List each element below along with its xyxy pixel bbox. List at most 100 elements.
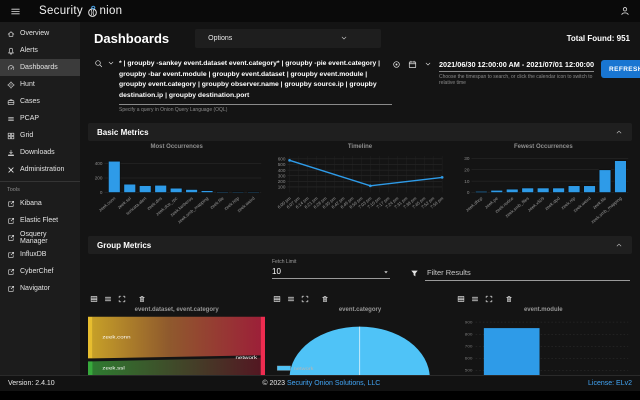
table-view-icon[interactable] (457, 295, 465, 303)
crosshair-icon (7, 80, 15, 89)
sidebar-item-label: Kibana (20, 200, 42, 207)
expand-icon[interactable] (118, 295, 126, 303)
trash-icon[interactable] (321, 295, 329, 303)
svg-text:200: 200 (278, 179, 286, 184)
brand-text-suffix: nion (99, 5, 123, 17)
tools-icon (7, 166, 15, 174)
sidebar-tool-elastic-fleet[interactable]: Elastic Fleet (0, 212, 80, 229)
collapse-basic-metrics-icon[interactable] (615, 128, 623, 136)
sidebar-item-grid[interactable]: Grid (0, 127, 80, 144)
svg-text:100: 100 (278, 185, 286, 190)
brand-logo: Security nion (39, 5, 122, 18)
sidebar-item-downloads[interactable]: Downloads (0, 144, 80, 161)
module-bar-chart: 900 800 700 600 500 (464, 320, 628, 375)
brand-text-prefix: Security (39, 5, 87, 17)
options-label: Options (208, 34, 233, 42)
main-content: Dashboards Options Total Found: 951 * | … (80, 22, 640, 375)
svg-text:zeek.dhcp: zeek.dhcp (465, 195, 484, 212)
svg-text:200: 200 (95, 176, 103, 181)
sidebar-item-label: Hunt (20, 81, 35, 88)
sidebar-item-overview[interactable]: Overview (0, 25, 80, 42)
chevron-down-icon (340, 34, 348, 42)
sidebar-item-administration[interactable]: Administration (0, 161, 80, 178)
sidebar-tools-header: Tools (7, 187, 20, 193)
basic-metrics-charts: Most Occurrences 0 200 400 zeek.conn zeek.ss… (88, 144, 632, 230)
filter-results-input[interactable] (425, 266, 630, 281)
svg-text:zeek.x509: zeek.x509 (526, 195, 545, 212)
sidebar-item-label: Osquery Manager (20, 230, 48, 245)
sidebar-tool-influxdb[interactable]: InfluxDB (0, 246, 80, 263)
date-helper-text: Choose the timespan to search, or click … (439, 74, 593, 87)
expand-icon[interactable] (301, 295, 309, 303)
date-range-input[interactable]: 2021/06/30 12:00:00 AM - 2021/07/01 12:0… (439, 60, 594, 72)
window-edge (0, 391, 640, 400)
sidebar-item-dashboards[interactable]: Dashboards (0, 59, 80, 76)
table-view-icon[interactable] (273, 295, 281, 303)
sidebar-tool-cyberchef[interactable]: CyberChef (0, 263, 80, 280)
card-toolbar (88, 293, 265, 305)
external-link-icon (7, 268, 15, 276)
sidebar-item-label: Grid (20, 132, 34, 139)
timeline-panel: Timeline 100 200 300 400 500 600 6:00 pm 6:07 p… (271, 144, 448, 230)
query-toggle-icon[interactable] (392, 60, 401, 69)
grid-icon (7, 132, 15, 140)
svg-text:800: 800 (464, 332, 473, 336)
total-found-label: Total Found: 951 (566, 33, 630, 43)
sidebar-item-label: Overview (20, 30, 50, 37)
calendar-icon[interactable] (408, 60, 417, 69)
svg-text:10: 10 (464, 179, 470, 184)
date-chevron-icon[interactable] (424, 60, 432, 68)
expand-icon[interactable] (485, 295, 493, 303)
query-helper-text: Specify a query in Onion Query Language … (119, 107, 228, 114)
svg-text:zeek.dpd: zeek.dpd (544, 195, 561, 211)
sidebar-item-alerts[interactable]: Alerts (0, 42, 80, 59)
card-toolbar (455, 293, 632, 305)
table-view-icon[interactable] (90, 295, 98, 303)
refresh-button[interactable]: REFRESH (601, 60, 640, 78)
query-history-chevron-icon[interactable] (107, 59, 115, 67)
options-dropdown[interactable]: Options (195, 28, 382, 48)
license-link[interactable]: License: ELv2 (588, 380, 632, 387)
svg-text:0: 0 (467, 190, 470, 195)
sidebar-item-label: InfluxDB (20, 251, 47, 258)
svg-text:zeek.conn: zeek.conn (98, 195, 117, 212)
group-controls-row: Fetch Limit 10 (272, 259, 630, 289)
fetch-limit-value: 10 (272, 267, 281, 276)
query-input[interactable]: * | groupby -sankey event.dataset event.… (119, 59, 392, 106)
download-icon (7, 149, 15, 157)
sidebar-tool-kibana[interactable]: Kibana (0, 195, 80, 212)
svg-text:0: 0 (100, 190, 103, 195)
sidebar-item-label: Alerts (20, 47, 38, 54)
svg-text:network: network (235, 356, 257, 361)
sidebar-item-cases[interactable]: Cases (0, 93, 80, 110)
sidebar-tool-navigator[interactable]: Navigator (0, 280, 80, 297)
sidebar-item-pcap[interactable]: PCAP (0, 110, 80, 127)
sidebar-item-label: Cases (20, 98, 40, 105)
menu-toggle-icon[interactable] (10, 6, 21, 17)
version-label: Version: 2.4.10 (8, 380, 55, 387)
sidebar-item-label: Navigator (20, 285, 50, 292)
sidebar-item-hunt[interactable]: Hunt (0, 76, 80, 93)
user-account-icon[interactable] (620, 6, 630, 16)
list-view-icon[interactable] (471, 295, 479, 303)
onion-logo-icon (86, 5, 99, 18)
list-view-icon[interactable] (287, 295, 295, 303)
copyright-link[interactable]: Security Onion Solutions, LLC (286, 380, 381, 387)
svg-text:700: 700 (464, 344, 473, 348)
group-metrics-charts: event.dataset, event.category zeek.conn z… (88, 293, 632, 375)
copyright-prefix: © 2023 (262, 380, 287, 387)
search-icon[interactable] (94, 59, 103, 68)
trash-icon[interactable] (138, 295, 146, 303)
chart-title: Most Occurrences (150, 144, 203, 150)
fetch-limit-select[interactable]: Fetch Limit 10 (272, 259, 390, 279)
chart-title: event.module (523, 307, 563, 313)
sidebar-item-label: Administration (20, 166, 65, 173)
list-view-icon[interactable] (104, 295, 112, 303)
sidebar-tool-osquery-manager[interactable]: Osquery Manager (0, 229, 80, 246)
collapse-group-metrics-icon[interactable] (615, 241, 623, 249)
trash-icon[interactable] (505, 295, 513, 303)
